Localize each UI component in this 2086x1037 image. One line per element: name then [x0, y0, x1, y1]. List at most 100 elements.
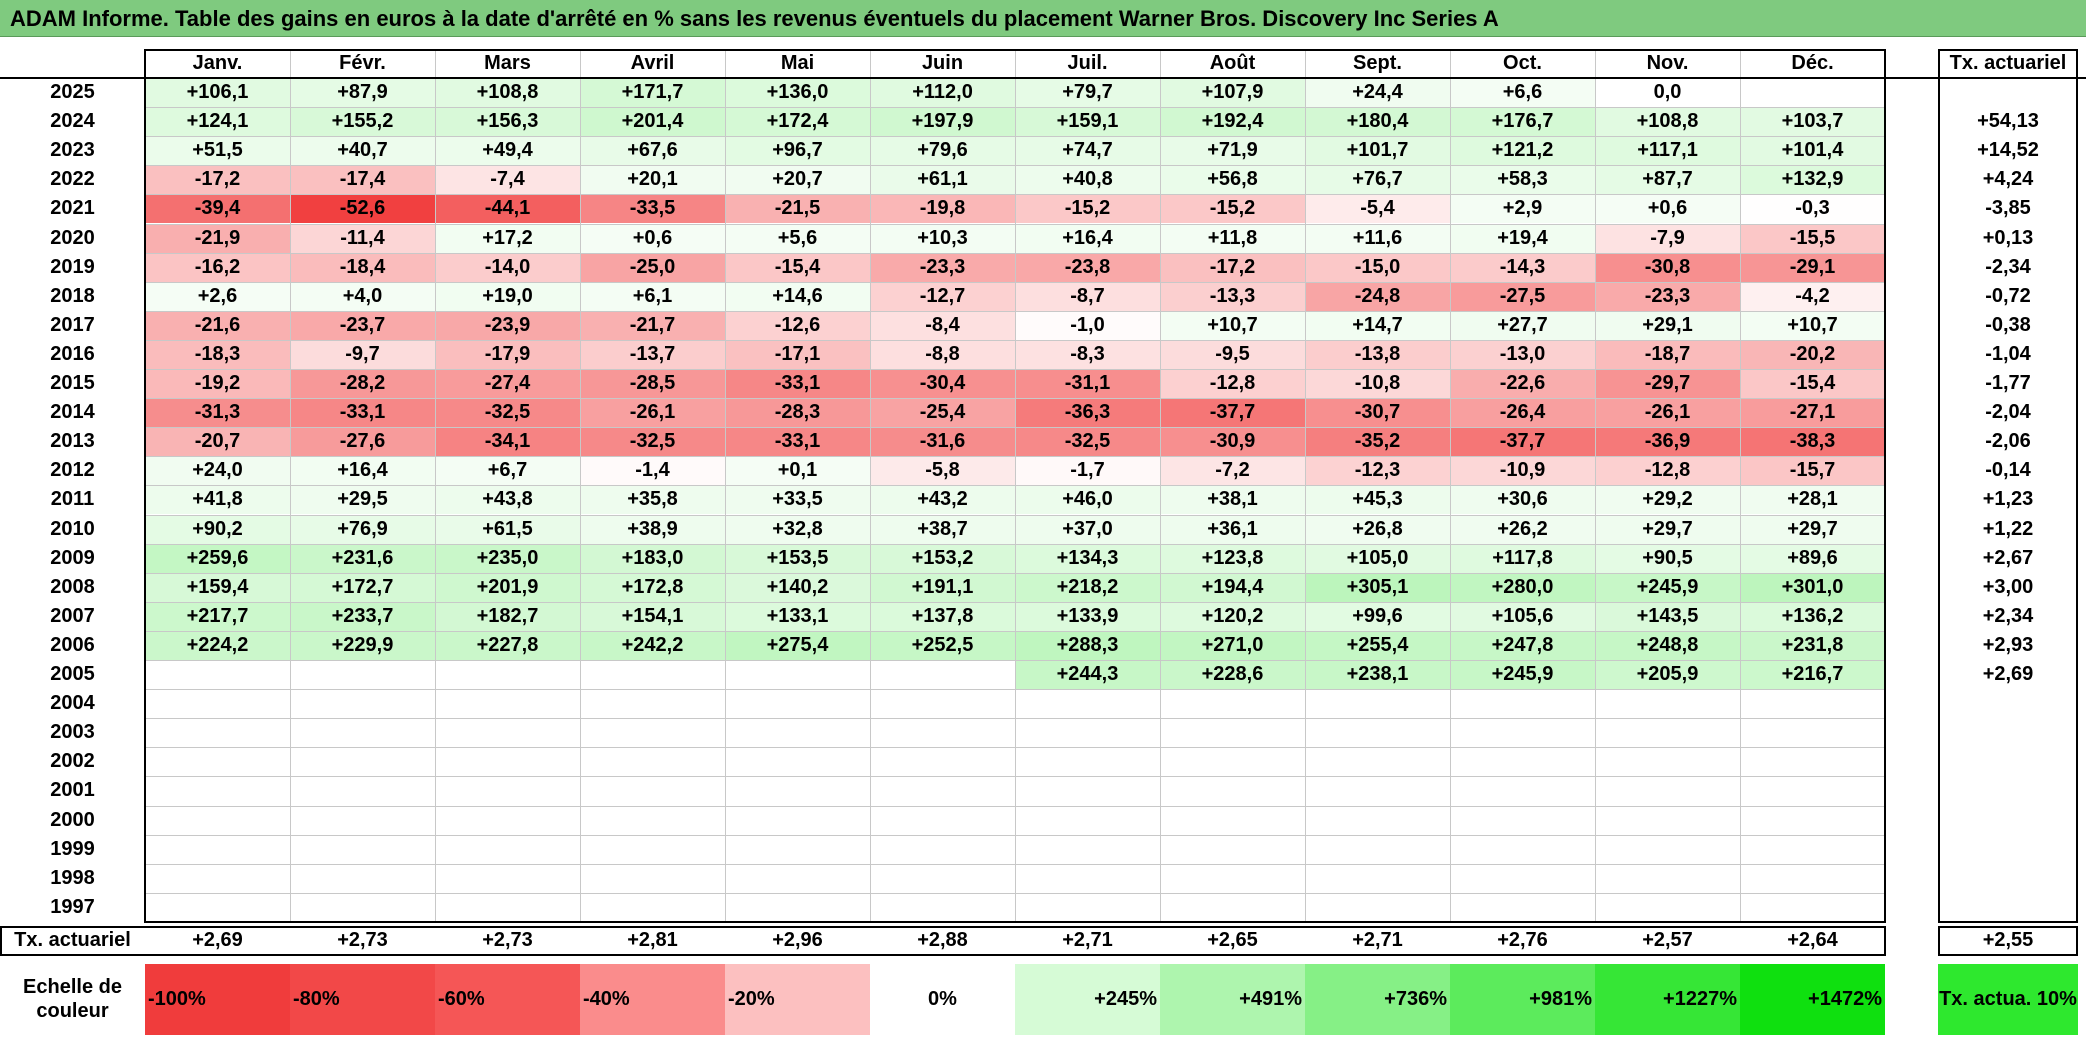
- table-cell: -34,1: [435, 427, 580, 457]
- table-cell: -37,7: [1160, 398, 1305, 428]
- table-cell: +259,6: [145, 543, 290, 573]
- year-label: 1999: [50, 837, 95, 860]
- summary-label: Tx. actuariel: [14, 929, 131, 952]
- table-cell: +247,8: [1450, 630, 1595, 660]
- table-cell: [1595, 718, 1740, 748]
- summary-cell: +2,64: [1787, 929, 1838, 952]
- table-cell: [1595, 863, 1740, 893]
- table-cell: -39,4: [145, 194, 290, 224]
- table-cell: [580, 834, 725, 864]
- table-cell: +197,9: [870, 107, 1015, 137]
- table-cell: [145, 834, 290, 864]
- year-label: 2001: [50, 779, 95, 802]
- table-cell: +10,3: [870, 223, 1015, 253]
- month-header: Mai: [780, 52, 815, 74]
- table-cell: -25,0: [580, 252, 725, 282]
- table-cell: [435, 805, 580, 835]
- table-cell: [725, 660, 870, 690]
- table-cell: [870, 660, 1015, 690]
- summary-cell: +2,96: [772, 929, 823, 952]
- year-label: 2013: [50, 430, 95, 453]
- table-cell: -26,1: [580, 398, 725, 428]
- table-cell: +180,4: [1305, 107, 1450, 137]
- table-cell: -26,1: [1595, 398, 1740, 428]
- table-cell: +67,6: [580, 136, 725, 166]
- table-cell: [290, 689, 435, 719]
- table-cell: [1160, 834, 1305, 864]
- table-cell: +87,7: [1595, 165, 1740, 195]
- table-cell: [1740, 834, 1885, 864]
- year-label: 2024: [50, 110, 95, 133]
- table-cell: +41,8: [145, 485, 290, 515]
- summary-rate: +2,55: [1982, 929, 2034, 952]
- year-label: 2004: [50, 692, 95, 715]
- table-cell: +101,7: [1305, 136, 1450, 166]
- table-cell: +61,1: [870, 165, 1015, 195]
- table-cell: +40,7: [290, 136, 435, 166]
- table-cell: +228,6: [1160, 660, 1305, 690]
- table-cell: [580, 892, 725, 922]
- table-cell: [725, 863, 870, 893]
- table-cell: [290, 776, 435, 806]
- table-cell: +194,4: [1160, 572, 1305, 602]
- table-cell: [1595, 892, 1740, 922]
- table-cell: [580, 747, 725, 777]
- year-label: 2005: [50, 663, 95, 686]
- summary-cell: +2,57: [1642, 929, 1693, 952]
- table-cell: +105,6: [1450, 601, 1595, 631]
- table-cell: +182,7: [435, 601, 580, 631]
- table-cell: +26,8: [1305, 514, 1450, 544]
- table-cell: -30,7: [1305, 398, 1450, 428]
- month-header: Juil.: [1067, 52, 1108, 74]
- table-cell: [725, 747, 870, 777]
- table-cell: +103,7: [1740, 107, 1885, 137]
- table-cell: +29,2: [1595, 485, 1740, 515]
- table-cell: +108,8: [435, 78, 580, 108]
- table-cell: -8,7: [1015, 281, 1160, 311]
- table-cell: [290, 747, 435, 777]
- table-cell: +40,8: [1015, 165, 1160, 195]
- year-label: 2014: [50, 401, 95, 424]
- table-cell: +280,0: [1450, 572, 1595, 602]
- rate-header: Tx. actuariel: [1949, 52, 2067, 74]
- table-cell: +10,7: [1740, 310, 1885, 340]
- table-cell: +205,9: [1595, 660, 1740, 690]
- table-cell: +17,2: [435, 223, 580, 253]
- table-cell: +117,8: [1450, 543, 1595, 573]
- table-cell: 0,0: [1595, 78, 1740, 108]
- table-cell: -5,8: [870, 456, 1015, 486]
- table-cell: -30,4: [870, 369, 1015, 399]
- month-header: Août: [1209, 52, 1256, 74]
- rate-cell: +3,00: [1982, 575, 2034, 598]
- month-header: Oct.: [1503, 52, 1542, 74]
- table-cell: -37,7: [1450, 427, 1595, 457]
- table-cell: [1015, 892, 1160, 922]
- rate-cell: +2,93: [1982, 633, 2034, 656]
- rate-cell: -1,04: [1985, 342, 2031, 365]
- table-cell: +120,2: [1160, 601, 1305, 631]
- table-cell: -17,2: [1160, 252, 1305, 282]
- table-cell: +305,1: [1305, 572, 1450, 602]
- table-cell: -28,2: [290, 369, 435, 399]
- table-cell: -16,2: [145, 252, 290, 282]
- table-cell: -35,2: [1305, 427, 1450, 457]
- table-cell: -23,3: [1595, 281, 1740, 311]
- table-cell: -33,1: [725, 369, 870, 399]
- month-header: Janv.: [192, 52, 243, 74]
- table-cell: +229,9: [290, 630, 435, 660]
- table-cell: [1450, 805, 1595, 835]
- table-cell: [1740, 78, 1885, 108]
- table-cell: [290, 863, 435, 893]
- table-cell: +244,3: [1015, 660, 1160, 690]
- table-cell: +36,1: [1160, 514, 1305, 544]
- table-cell: -27,5: [1450, 281, 1595, 311]
- table-cell: -7,9: [1595, 223, 1740, 253]
- year-label: 2010: [50, 517, 95, 540]
- year-label: 2016: [50, 342, 95, 365]
- summary-cell: +2,71: [1062, 929, 1113, 952]
- table-cell: +16,4: [1015, 223, 1160, 253]
- table-cell: +133,1: [725, 601, 870, 631]
- year-label: 1997: [50, 895, 95, 918]
- table-cell: -13,0: [1450, 339, 1595, 369]
- summary-cell: +2,69: [192, 929, 243, 952]
